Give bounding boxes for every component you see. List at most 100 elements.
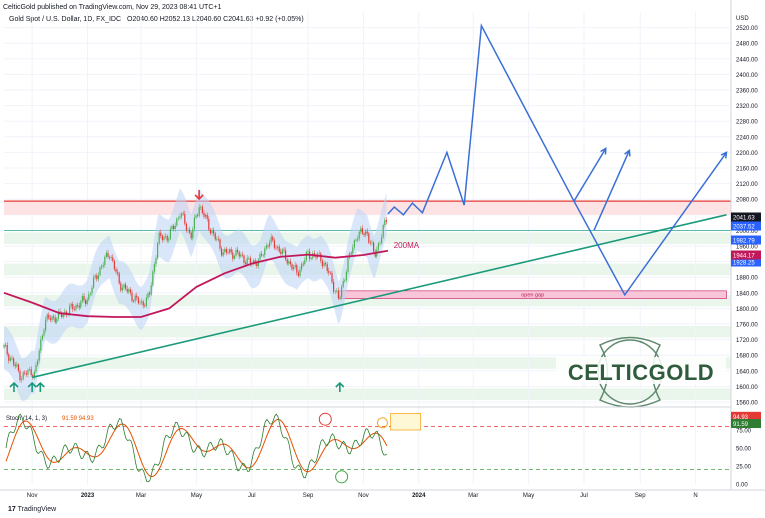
- x-tick-label: Mar: [468, 493, 478, 499]
- candle-body: [177, 218, 179, 219]
- stoch-k-badge: [731, 411, 761, 421]
- candle-body: [272, 236, 274, 241]
- candle-body: [80, 301, 82, 308]
- candle-body: [149, 293, 151, 295]
- candle-body: [269, 242, 271, 247]
- candle-body: [313, 253, 315, 255]
- stoch-title: Stoch (14, 1, 3): [6, 416, 47, 422]
- candle-body: [283, 249, 285, 251]
- candle-body: [361, 228, 363, 234]
- candle-body: [176, 218, 178, 226]
- candle-body: [173, 226, 175, 229]
- candle-body: [155, 258, 157, 265]
- candle-body: [145, 297, 147, 307]
- candle-body: [166, 236, 168, 241]
- candle-body: [134, 295, 136, 302]
- ohlc-values: O2040.60 H2052.13 L2040.60 C2041.63 +0.9…: [127, 16, 304, 23]
- x-tick-label: May: [191, 493, 202, 499]
- candle-body: [280, 251, 282, 254]
- candle-body: [75, 304, 77, 310]
- x-tick-label: Mar: [136, 493, 146, 499]
- candle-body: [205, 214, 207, 217]
- candle-body: [185, 223, 187, 231]
- y-tick-label: 2520.00: [736, 26, 758, 32]
- down-arrow-marker: [194, 190, 204, 201]
- candle-body: [22, 372, 24, 380]
- candle-body: [29, 369, 31, 371]
- candle-body: [297, 272, 299, 276]
- candle-body: [45, 319, 47, 331]
- candle-body: [37, 360, 39, 366]
- candle-body: [265, 245, 267, 249]
- candle-body: [62, 314, 64, 318]
- up-arrow-marker: [335, 381, 345, 392]
- candle-body: [112, 257, 114, 261]
- candle-body: [296, 265, 298, 273]
- candle-body: [245, 262, 247, 265]
- candle-body: [24, 372, 26, 374]
- tradingview-brand[interactable]: 17 TradingView: [8, 506, 56, 513]
- candle-body: [142, 301, 144, 306]
- price-axis-badge-label: 1928.25: [733, 261, 755, 267]
- current-circle: [376, 417, 388, 429]
- candle-body: [329, 272, 331, 274]
- candle-body: [273, 240, 275, 248]
- candle-body: [48, 314, 50, 319]
- candle-body: [137, 297, 139, 304]
- price-band: [4, 263, 731, 276]
- candle-body: [197, 215, 199, 217]
- candle-body: [381, 237, 383, 243]
- y-tick-label: 2000.00: [736, 229, 758, 235]
- candle-body: [277, 246, 279, 248]
- candle-body: [237, 249, 239, 253]
- candle-body: [366, 231, 368, 234]
- y-tick-label: 2440.00: [736, 57, 758, 63]
- y-tick-label: 2280.00: [736, 120, 758, 126]
- candle-body: [350, 253, 352, 254]
- y-tick-label: 1680.00: [736, 354, 758, 360]
- candle-body: [179, 216, 181, 219]
- candle-body: [200, 206, 202, 208]
- projection-arrowhead: [624, 149, 631, 157]
- candle-body: [161, 235, 163, 240]
- price-band: [4, 294, 731, 307]
- candle-body: [131, 292, 133, 301]
- candle-body: [243, 255, 245, 263]
- candle-body: [109, 256, 111, 258]
- candle-body: [110, 257, 112, 258]
- candle-body: [144, 305, 146, 307]
- price-axis-badge-label: 2041.63: [733, 216, 755, 222]
- x-tick-label: N: [693, 493, 697, 499]
- candle-body: [281, 249, 283, 254]
- candle-body: [89, 293, 91, 295]
- candle-body: [9, 358, 11, 361]
- stoch-d-badge-label: 91.59: [733, 422, 749, 428]
- up-arrow-marker: [9, 381, 19, 392]
- candle-body: [56, 318, 58, 323]
- candle-body: [336, 290, 338, 292]
- candle-body: [241, 254, 243, 256]
- candle-body: [182, 213, 184, 215]
- candle-body: [5, 345, 7, 346]
- volatility-band: [4, 188, 387, 401]
- candle-body: [347, 257, 349, 272]
- candle-body: [193, 217, 195, 229]
- overbought-circle: [318, 412, 332, 426]
- candle-body: [153, 264, 155, 272]
- candle-body: [230, 249, 232, 253]
- x-tick-label: Sep: [303, 493, 314, 499]
- symbol-line: Gold Spot / U.S. Dollar, 1D, FX_IDC O204…: [9, 16, 304, 23]
- candle-body: [88, 294, 90, 300]
- candle-body: [365, 231, 367, 236]
- candle-body: [217, 238, 219, 240]
- candle-body: [32, 375, 34, 378]
- candle-body: [61, 312, 63, 318]
- symbol-name[interactable]: Gold Spot / U.S. Dollar, 1D, FX_IDC: [9, 16, 122, 23]
- candle-body: [246, 258, 248, 265]
- stoch-legend-values: 91.59 94.93: [62, 416, 94, 422]
- candle-body: [275, 247, 277, 249]
- forecast-box: [390, 413, 422, 431]
- candle-body: [192, 228, 194, 239]
- logo-text: CELTICGOLD: [568, 360, 714, 385]
